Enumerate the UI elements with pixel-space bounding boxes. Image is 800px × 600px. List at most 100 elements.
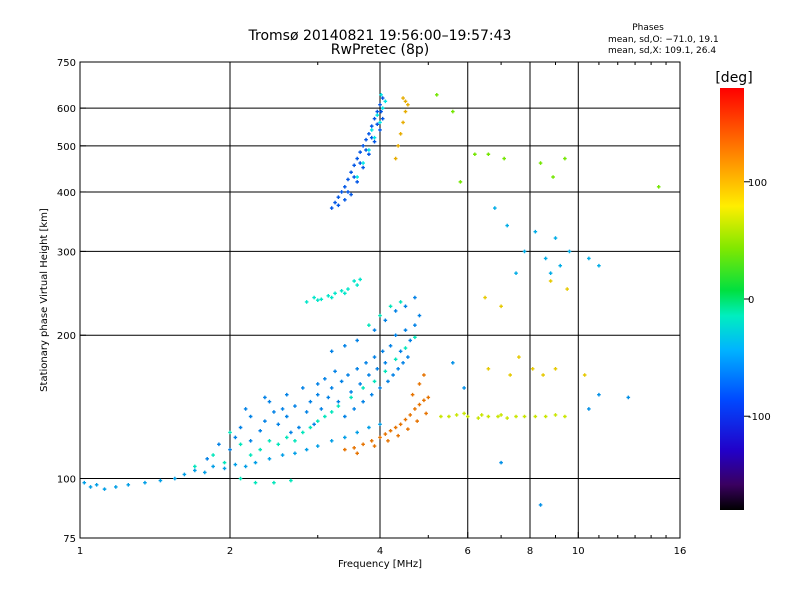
data-point bbox=[483, 295, 487, 300]
data-point bbox=[476, 416, 481, 420]
data-point bbox=[379, 109, 383, 114]
data-point bbox=[372, 135, 377, 140]
data-point bbox=[355, 175, 359, 179]
data-point bbox=[543, 256, 548, 261]
data-point bbox=[393, 156, 398, 161]
data-point bbox=[417, 313, 422, 318]
data-point bbox=[308, 399, 313, 404]
data-point bbox=[143, 480, 147, 485]
data-point bbox=[393, 309, 398, 313]
data-point bbox=[315, 444, 320, 448]
colorbar-tick-label: -100 bbox=[748, 412, 771, 423]
data-point bbox=[182, 472, 187, 477]
axis-ticks: 1 2 4 6 8 10 16 75 100 200 300 400 500 600 750 bbox=[57, 58, 686, 557]
data-point bbox=[522, 249, 527, 254]
data-point bbox=[205, 457, 209, 461]
data-point bbox=[367, 373, 371, 377]
data-point bbox=[496, 414, 500, 419]
data-point bbox=[386, 379, 390, 384]
data-point bbox=[369, 124, 374, 128]
data-point bbox=[243, 407, 248, 411]
data-point bbox=[358, 382, 362, 386]
data-point bbox=[238, 476, 243, 481]
data-point bbox=[378, 386, 382, 390]
data-point bbox=[398, 131, 403, 136]
data-point bbox=[406, 427, 410, 431]
data-point bbox=[473, 152, 477, 157]
data-point bbox=[343, 344, 347, 348]
data-point bbox=[280, 407, 285, 411]
data-point bbox=[339, 190, 344, 194]
data-point bbox=[383, 432, 388, 436]
data-point bbox=[396, 433, 400, 438]
data-point bbox=[352, 446, 356, 450]
y-tick-label: 500 bbox=[57, 142, 76, 153]
data-point bbox=[563, 156, 567, 161]
data-point bbox=[378, 128, 382, 132]
data-point bbox=[319, 407, 324, 411]
data-point bbox=[406, 102, 410, 107]
data-point bbox=[326, 294, 331, 298]
data-point bbox=[304, 410, 309, 414]
y-tick-label: 75 bbox=[63, 534, 76, 545]
colorbar-label: [deg] bbox=[715, 70, 752, 86]
data-point bbox=[293, 439, 297, 443]
data-point bbox=[375, 367, 380, 371]
colorbar-ticks: 100 0 -100 bbox=[744, 178, 771, 423]
data-point bbox=[333, 200, 337, 205]
data-point bbox=[343, 435, 347, 440]
data-point bbox=[369, 128, 374, 132]
data-point bbox=[553, 367, 558, 371]
data-point bbox=[319, 297, 324, 302]
data-point bbox=[543, 414, 548, 419]
data-point bbox=[253, 460, 258, 465]
data-point bbox=[530, 367, 535, 371]
data-point bbox=[388, 304, 393, 309]
data-point bbox=[329, 439, 334, 443]
colorbar-tick-label: 100 bbox=[748, 178, 767, 189]
data-point bbox=[336, 399, 341, 404]
data-point bbox=[312, 295, 316, 300]
data-point bbox=[349, 192, 353, 197]
data-point bbox=[514, 271, 518, 275]
data-point bbox=[597, 263, 601, 268]
data-point bbox=[343, 447, 347, 452]
data-point bbox=[558, 263, 563, 268]
data-point bbox=[388, 428, 393, 433]
data-point bbox=[202, 470, 207, 475]
data-point bbox=[346, 287, 350, 291]
data-point bbox=[380, 96, 385, 100]
data-point bbox=[486, 367, 491, 371]
data-point bbox=[304, 447, 309, 452]
data-point bbox=[293, 451, 297, 456]
data-point bbox=[211, 453, 215, 457]
data-point bbox=[567, 249, 572, 254]
colorbar bbox=[720, 88, 744, 510]
data-point bbox=[352, 407, 356, 411]
data-point bbox=[367, 323, 371, 327]
data-point bbox=[193, 464, 197, 469]
data-point bbox=[126, 483, 131, 487]
data-point bbox=[522, 414, 527, 419]
data-point bbox=[505, 416, 509, 420]
y-tick-label: 300 bbox=[57, 247, 76, 258]
data-point bbox=[502, 156, 506, 161]
data-point bbox=[372, 355, 377, 359]
data-point bbox=[408, 413, 413, 417]
data-point bbox=[336, 195, 341, 199]
data-point bbox=[364, 361, 368, 365]
data-point bbox=[323, 377, 327, 381]
data-point bbox=[289, 478, 293, 483]
data-point bbox=[462, 411, 466, 416]
data-point bbox=[329, 386, 334, 390]
data-point bbox=[238, 442, 243, 447]
data-point bbox=[379, 92, 383, 97]
data-point bbox=[82, 480, 87, 485]
data-point bbox=[403, 304, 408, 309]
x-tick-label: 1 bbox=[77, 546, 83, 557]
data-point bbox=[393, 333, 398, 338]
data-point bbox=[326, 395, 331, 400]
data-point bbox=[413, 335, 417, 340]
data-point bbox=[228, 447, 232, 452]
data-point bbox=[339, 288, 344, 293]
